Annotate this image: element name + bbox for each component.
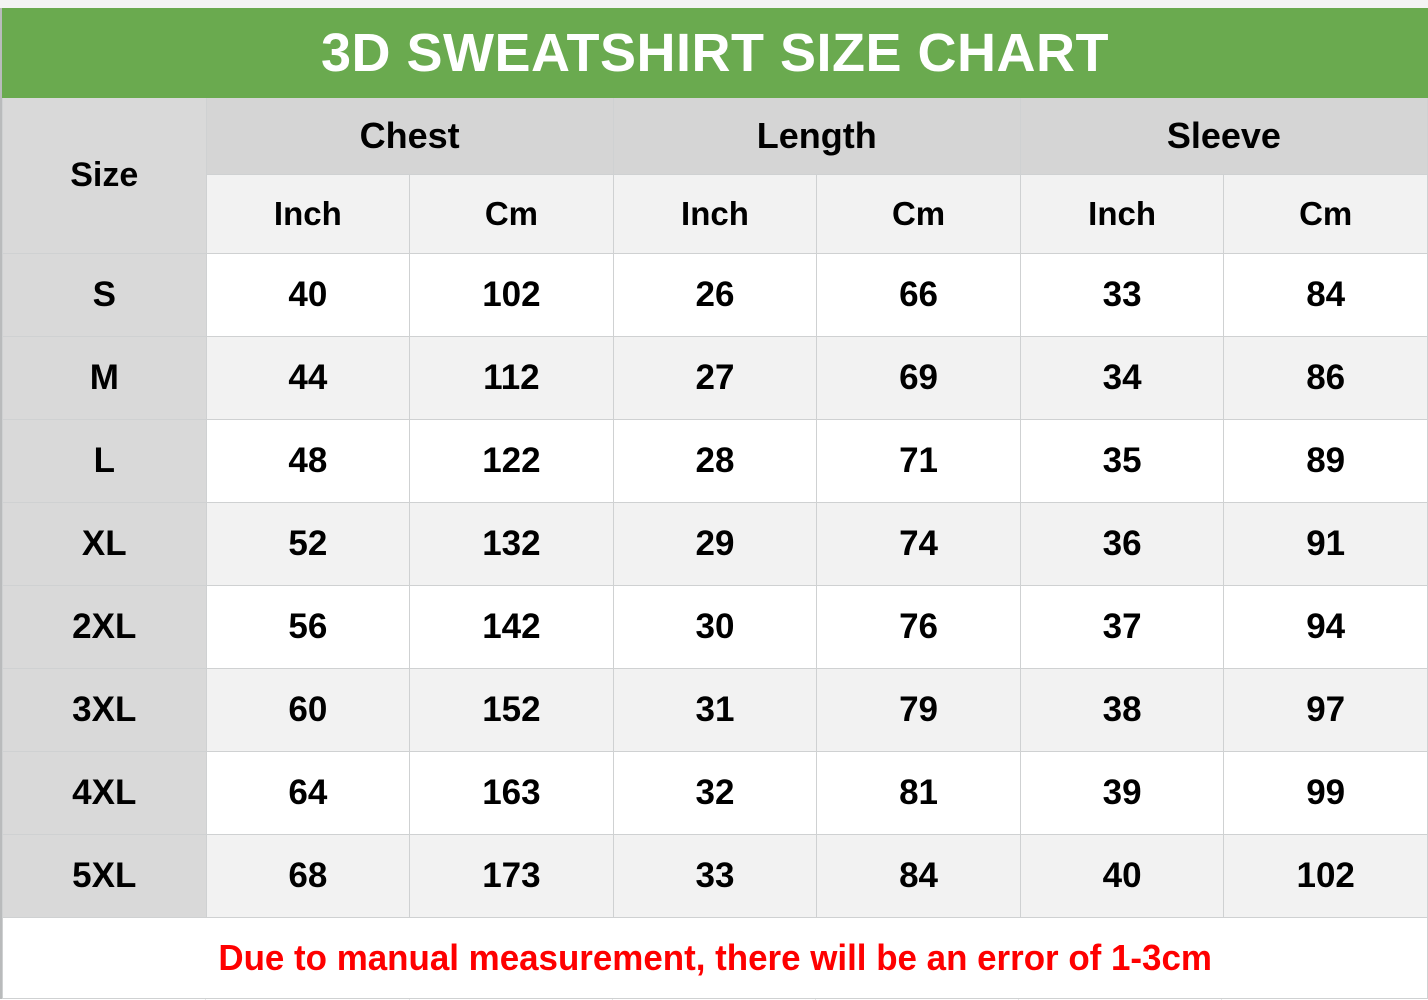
cell-chest-inch: 64 bbox=[205, 751, 411, 835]
measurement-note-cell: Due to manual measurement, there will be… bbox=[2, 917, 1428, 999]
cell-size: 4XL bbox=[2, 751, 207, 835]
cell-chest-inch: 48 bbox=[205, 419, 411, 503]
cell-length-inch: 28 bbox=[612, 419, 818, 503]
cell-length-inch: 29 bbox=[612, 502, 818, 586]
title-row: 3D SWEATSHIRT SIZE CHART bbox=[2, 8, 1428, 98]
cell-size: L bbox=[2, 419, 207, 503]
cell-chest-inch: 52 bbox=[205, 502, 411, 586]
cell-length-cm: 74 bbox=[816, 502, 1021, 586]
cell-chest-cm: 173 bbox=[409, 834, 614, 918]
table-row: XL 52 132 29 74 36 91 bbox=[2, 502, 1428, 586]
unit-header-row: Inch Cm Inch Cm Inch Cm bbox=[3, 174, 1428, 254]
header-group-chest: Chest bbox=[205, 97, 614, 175]
cell-length-cm: 84 bbox=[816, 834, 1021, 918]
cell-chest-cm: 142 bbox=[409, 585, 614, 669]
cell-sleeve-cm: 99 bbox=[1223, 751, 1428, 835]
cell-sleeve-cm: 89 bbox=[1223, 419, 1428, 503]
cell-length-inch: 26 bbox=[612, 253, 818, 337]
cell-chest-cm: 112 bbox=[409, 336, 614, 420]
table-row: 2XL 56 142 30 76 37 94 bbox=[2, 585, 1428, 669]
cell-size: XL bbox=[2, 502, 207, 586]
cell-size: M bbox=[2, 336, 207, 420]
cell-chest-cm: 152 bbox=[409, 668, 614, 752]
header-sleeve-inch: Inch bbox=[1019, 174, 1225, 254]
table-row: 5XL 68 173 33 84 40 102 bbox=[2, 834, 1428, 918]
cell-sleeve-cm: 97 bbox=[1223, 668, 1428, 752]
header-group-length: Length bbox=[612, 97, 1021, 175]
cell-chest-inch: 44 bbox=[205, 336, 411, 420]
cell-chest-cm: 102 bbox=[409, 253, 614, 337]
group-header-row: Size Chest Length Sleeve bbox=[2, 97, 1428, 254]
cell-sleeve-cm: 102 bbox=[1223, 834, 1428, 918]
cell-size: S bbox=[2, 253, 207, 337]
table-row: L 48 122 28 71 35 89 bbox=[2, 419, 1428, 503]
cell-length-inch: 32 bbox=[612, 751, 818, 835]
header-chest-inch: Inch bbox=[205, 174, 411, 254]
cell-length-cm: 69 bbox=[816, 336, 1021, 420]
header-chest-cm: Cm bbox=[409, 174, 614, 254]
cell-length-inch: 33 bbox=[612, 834, 818, 918]
cell-length-cm: 66 bbox=[816, 253, 1021, 337]
cell-sleeve-inch: 39 bbox=[1019, 751, 1225, 835]
header-group-sleeve: Sleeve bbox=[1019, 97, 1428, 175]
cell-chest-inch: 40 bbox=[205, 253, 411, 337]
page-title: 3D SWEATSHIRT SIZE CHART bbox=[320, 23, 1109, 83]
cell-size: 2XL bbox=[2, 585, 207, 669]
cell-sleeve-inch: 35 bbox=[1019, 419, 1225, 503]
cell-chest-inch: 56 bbox=[205, 585, 411, 669]
cell-sleeve-inch: 36 bbox=[1019, 502, 1225, 586]
header-size: Size bbox=[2, 97, 207, 254]
cell-length-cm: 71 bbox=[816, 419, 1021, 503]
cell-chest-inch: 68 bbox=[205, 834, 411, 918]
table-row: S 40 102 26 66 33 84 bbox=[2, 253, 1428, 337]
cell-sleeve-cm: 86 bbox=[1223, 336, 1428, 420]
table-row: M 44 112 27 69 34 86 bbox=[2, 336, 1428, 420]
cell-sleeve-cm: 94 bbox=[1223, 585, 1428, 669]
cell-length-cm: 76 bbox=[816, 585, 1021, 669]
header-length-inch: Inch bbox=[612, 174, 818, 254]
cell-sleeve-inch: 40 bbox=[1019, 834, 1225, 918]
cell-chest-cm: 132 bbox=[409, 502, 614, 586]
footer-row: Due to manual measurement, there will be… bbox=[2, 917, 1428, 999]
header-sleeve-cm: Cm bbox=[1223, 174, 1428, 254]
cell-chest-cm: 163 bbox=[409, 751, 614, 835]
cell-length-inch: 30 bbox=[612, 585, 818, 669]
size-chart-table: 3D SWEATSHIRT SIZE CHART Size Chest Leng… bbox=[2, 8, 1428, 999]
cell-sleeve-inch: 37 bbox=[1019, 585, 1225, 669]
cell-chest-inch: 60 bbox=[205, 668, 411, 752]
cell-sleeve-cm: 84 bbox=[1223, 253, 1428, 337]
size-chart-container: 3D SWEATSHIRT SIZE CHART Size Chest Leng… bbox=[0, 8, 1428, 999]
cell-length-inch: 27 bbox=[612, 336, 818, 420]
cell-sleeve-cm: 91 bbox=[1223, 502, 1428, 586]
cell-sleeve-inch: 38 bbox=[1019, 668, 1225, 752]
cell-length-cm: 79 bbox=[816, 668, 1021, 752]
cell-length-inch: 31 bbox=[612, 668, 818, 752]
table-row: 4XL 64 163 32 81 39 99 bbox=[2, 751, 1428, 835]
measurement-note: Due to manual measurement, there will be… bbox=[218, 937, 1212, 978]
cell-sleeve-inch: 34 bbox=[1019, 336, 1225, 420]
table-row: 3XL 60 152 31 79 38 97 bbox=[2, 668, 1428, 752]
cell-length-cm: 81 bbox=[816, 751, 1021, 835]
cell-chest-cm: 122 bbox=[409, 419, 614, 503]
cell-size: 3XL bbox=[2, 668, 207, 752]
header-length-cm: Cm bbox=[816, 174, 1021, 254]
chart-title-cell: 3D SWEATSHIRT SIZE CHART bbox=[2, 8, 1428, 98]
cell-sleeve-inch: 33 bbox=[1019, 253, 1225, 337]
cell-size: 5XL bbox=[2, 834, 207, 918]
